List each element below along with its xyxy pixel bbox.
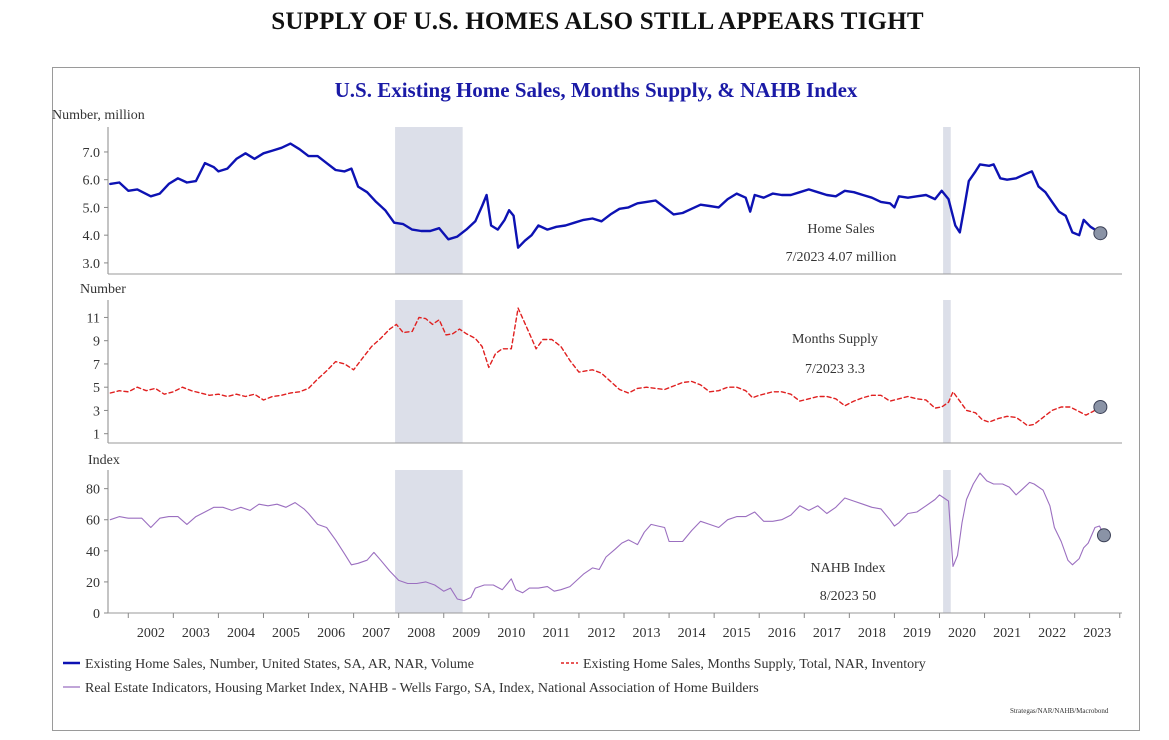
y-tick-label: 3.0 [83,257,101,272]
last-value-marker [1096,528,1111,543]
x-tick-label: 2007 [362,626,390,641]
recession-band [943,470,951,613]
y-tick-label: 80 [86,483,100,498]
y-tick-label: 7 [93,358,100,373]
x-tick-label: 2012 [587,626,615,641]
series-annotation-name: Home Sales [807,222,874,237]
y-tick-label: 6.0 [83,174,101,189]
x-tick-label: 2015 [723,626,751,641]
slide-title: SUPPLY OF U.S. HOMES ALSO STILL APPEARS … [271,8,924,35]
legend-label-home-sales: Existing Home Sales, Number, United Stat… [85,657,474,672]
y-tick-label: 40 [86,545,100,560]
last-value-marker [1093,226,1108,241]
y-tick-label: 1 [93,428,100,443]
y-tick-label: 5.0 [83,201,101,216]
chart-frame [52,67,1140,731]
series-line [109,472,1105,602]
x-tick-label: 2004 [227,626,255,641]
y-tick-label: 4.0 [83,229,101,244]
y-axis-label: Index [88,453,120,468]
x-tick-label: 2021 [993,626,1021,641]
y-axis-label: Number [80,282,126,297]
series-line [109,142,1102,249]
x-tick-label: 2013 [633,626,661,641]
recession-band [395,300,463,443]
x-tick-label: 2017 [813,626,841,641]
y-tick-label: 11 [87,311,100,326]
series-annotation-name: NAHB Index [810,561,885,576]
x-tick-label: 2020 [948,626,976,641]
y-tick-label: 20 [86,576,100,591]
legend-label-months-supply: Existing Home Sales, Months Supply, Tota… [583,657,926,672]
y-tick-label: 9 [93,335,100,350]
y-axis-label: Number, million [52,108,145,123]
y-tick-label: 60 [86,514,100,529]
series-annotation-value: 7/2023 3.3 [805,362,865,377]
series-annotation-value: 8/2023 50 [820,589,876,604]
series-line [109,307,1102,427]
legend-label-nahb: Real Estate Indicators, Housing Market I… [85,681,759,696]
source-note: Strategas/NAR/NAHB/Macrobond [1010,707,1109,715]
x-tick-label: 2023 [1083,626,1111,641]
y-tick-label: 5 [93,381,100,396]
x-tick-label: 2018 [858,626,886,641]
x-tick-label: 2002 [137,626,165,641]
series-annotation-name: Months Supply [792,332,878,347]
y-tick-label: 0 [93,607,100,622]
recession-band [943,127,951,274]
x-tick-label: 2010 [497,626,525,641]
x-tick-label: 2003 [182,626,210,641]
x-tick-label: 2019 [903,626,931,641]
x-tick-label: 2011 [543,626,570,641]
x-tick-label: 2005 [272,626,300,641]
x-tick-label: 2014 [678,626,706,641]
x-tick-label: 2009 [452,626,480,641]
recession-band [395,127,463,274]
y-tick-label: 3 [93,404,100,419]
x-tick-label: 2008 [407,626,435,641]
series-annotation-value: 7/2023 4.07 million [786,250,897,265]
chart-title: U.S. Existing Home Sales, Months Supply,… [335,78,858,102]
recession-band [943,300,951,443]
x-tick-label: 2016 [768,626,796,641]
x-tick-label: 2022 [1038,626,1066,641]
last-value-marker [1093,399,1108,414]
y-tick-label: 7.0 [83,146,101,161]
x-tick-label: 2006 [317,626,345,641]
